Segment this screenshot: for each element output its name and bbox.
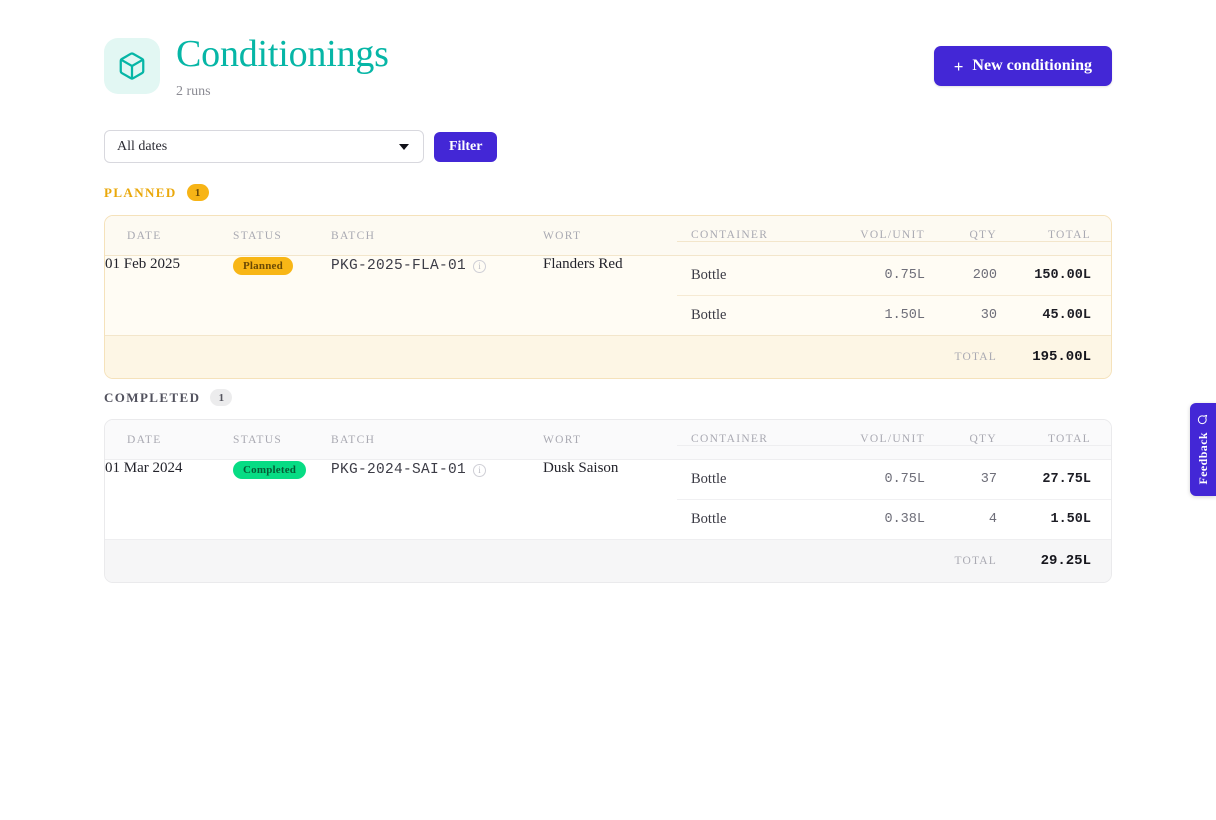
cell-date: 01 Feb 2025	[105, 256, 180, 272]
col-header-wort: WORT	[543, 420, 677, 460]
total-label: TOTAL	[954, 555, 997, 567]
chevron-down-icon	[399, 143, 409, 150]
speech-bubble-icon	[1197, 414, 1209, 425]
cell-line-items: Bottle 0.75L 200 150.00L Bottle 1.50L 30	[677, 256, 1111, 336]
col-header-status: STATUS	[233, 420, 331, 460]
line-vol-unit: 0.75L	[884, 472, 925, 487]
status-badge: Planned	[233, 257, 293, 275]
conditioning-card-completed: DATE STATUS BATCH WORT CONTAINER VOL/UNI…	[104, 419, 1112, 583]
section-count-completed: 1	[210, 389, 233, 406]
list-item: Bottle 0.75L 37 27.75L	[677, 460, 1111, 500]
cell-batch: PKG-2024-SAI-01 i	[331, 460, 543, 540]
line-container: Bottle	[677, 295, 807, 335]
status-badge: Completed	[233, 461, 307, 479]
feedback-label: Feedback	[1195, 432, 1210, 485]
line-container: Bottle	[691, 267, 727, 283]
batch-code: PKG-2024-SAI-01	[331, 462, 467, 478]
line-total: 150.00L	[1034, 268, 1091, 283]
list-item: Bottle 1.50L 30 45.00L	[677, 295, 1111, 335]
col-header-total: TOTAL	[997, 229, 1111, 242]
line-vol-unit: 1.50L	[807, 295, 925, 335]
new-conditioning-label: New conditioning	[972, 57, 1092, 74]
runs-table-completed: DATE STATUS BATCH WORT CONTAINER VOL/UNI…	[105, 420, 1111, 582]
cell-status: Completed	[233, 460, 331, 540]
table-head-completed: DATE STATUS BATCH WORT CONTAINER VOL/UNI…	[105, 420, 1111, 460]
col-header-wort: WORT	[543, 216, 677, 256]
line-container: Bottle	[691, 471, 727, 487]
col-header-qty: QTY	[925, 433, 997, 446]
info-icon[interactable]: i	[473, 259, 487, 273]
section-header-completed: COMPLETED 1	[104, 389, 233, 406]
section-count-planned: 1	[186, 184, 209, 201]
filter-button[interactable]: Filter	[434, 131, 498, 162]
line-total: 1.50L	[997, 499, 1111, 539]
page-header: Conditionings 2 runs + New conditioning	[104, 32, 1112, 112]
col-header-vol-unit: VOL/UNIT	[807, 229, 925, 242]
line-total: 27.75L	[1042, 472, 1091, 487]
title-text: Conditionings 2 runs	[176, 32, 389, 100]
table-body-planned: 01 Feb 2025 Planned PKG-2025-FLA-01 i Fl…	[105, 256, 1111, 378]
list-item: Bottle 0.38L 4 1.50L	[677, 499, 1111, 539]
col-header-qty: QTY	[925, 229, 997, 242]
plus-icon: +	[953, 56, 964, 76]
section-header-planned: PLANNED 1	[104, 184, 209, 201]
table-head-planned: DATE STATUS BATCH WORT CONTAINER VOL/UNI…	[105, 216, 1111, 256]
col-header-status: STATUS	[233, 216, 331, 256]
line-qty: 37	[980, 472, 997, 487]
date-range-value: All dates	[117, 138, 168, 154]
line-qty: 200	[972, 268, 997, 283]
box-cube-icon	[104, 38, 160, 94]
line-vol-unit: 0.38L	[807, 499, 925, 539]
col-header-batch: BATCH	[331, 216, 543, 256]
line-vol-unit: 0.75L	[884, 268, 925, 283]
line-header-table-completed: CONTAINER VOL/UNIT QTY TOTAL	[677, 433, 1111, 446]
cell-date: 01 Mar 2024	[105, 460, 183, 476]
col-header-total: TOTAL	[997, 433, 1111, 446]
total-value: 195.00L	[1032, 349, 1091, 365]
line-total: 45.00L	[997, 295, 1111, 335]
section-label-planned: PLANNED	[104, 184, 177, 200]
table-row[interactable]: 01 Mar 2024 Completed PKG-2024-SAI-01 i …	[105, 460, 1111, 540]
filter-bar: All dates Filter	[104, 130, 498, 163]
total-table-completed: TOTAL 29.25L	[677, 540, 1111, 582]
col-header-date: DATE	[105, 216, 233, 256]
cell-wort: Dusk Saison	[543, 460, 619, 476]
line-items-table-completed: Bottle 0.75L 37 27.75L Bottle 0.38L 4 1.	[677, 460, 1111, 539]
batch-code: PKG-2025-FLA-01	[331, 258, 467, 274]
total-table-planned: TOTAL 195.00L	[677, 336, 1111, 378]
new-conditioning-button[interactable]: + New conditioning	[933, 46, 1112, 86]
runs-count: 2 runs	[176, 84, 211, 99]
col-header-date: DATE	[105, 420, 233, 460]
line-qty: 30	[925, 295, 997, 335]
total-row: TOTAL 195.00L	[105, 335, 1111, 378]
col-header-batch: BATCH	[331, 420, 543, 460]
cell-line-items: Bottle 0.75L 37 27.75L Bottle 0.38L 4 1.	[677, 460, 1111, 540]
conditioning-card-planned: DATE STATUS BATCH WORT CONTAINER VOL/UNI…	[104, 215, 1112, 379]
feedback-tab[interactable]: Feedback	[1190, 403, 1216, 496]
total-label: TOTAL	[954, 351, 997, 363]
cell-status: Planned	[233, 256, 331, 336]
total-row: TOTAL 29.25L	[105, 539, 1111, 582]
list-item: Bottle 0.75L 200 150.00L	[677, 256, 1111, 296]
total-value: 29.25L	[1040, 553, 1091, 569]
col-header-container: CONTAINER	[677, 229, 807, 242]
col-header-vol-unit: VOL/UNIT	[807, 433, 925, 446]
line-header-table-planned: CONTAINER VOL/UNIT QTY TOTAL	[677, 229, 1111, 242]
line-qty: 4	[925, 499, 997, 539]
title-block: Conditionings 2 runs	[104, 32, 389, 100]
cell-wort: Flanders Red	[543, 256, 623, 272]
table-body-completed: 01 Mar 2024 Completed PKG-2024-SAI-01 i …	[105, 460, 1111, 582]
cell-batch: PKG-2025-FLA-01 i	[331, 256, 543, 336]
runs-table-planned: DATE STATUS BATCH WORT CONTAINER VOL/UNI…	[105, 216, 1111, 378]
date-range-select[interactable]: All dates	[104, 130, 424, 163]
line-container: Bottle	[677, 499, 807, 539]
info-icon[interactable]: i	[473, 463, 487, 477]
page-title: Conditionings	[176, 33, 389, 75]
line-items-table-planned: Bottle 0.75L 200 150.00L Bottle 1.50L 30	[677, 256, 1111, 335]
col-header-container: CONTAINER	[677, 433, 807, 446]
table-row[interactable]: 01 Feb 2025 Planned PKG-2025-FLA-01 i Fl…	[105, 256, 1111, 336]
section-label-completed: COMPLETED	[104, 389, 201, 405]
